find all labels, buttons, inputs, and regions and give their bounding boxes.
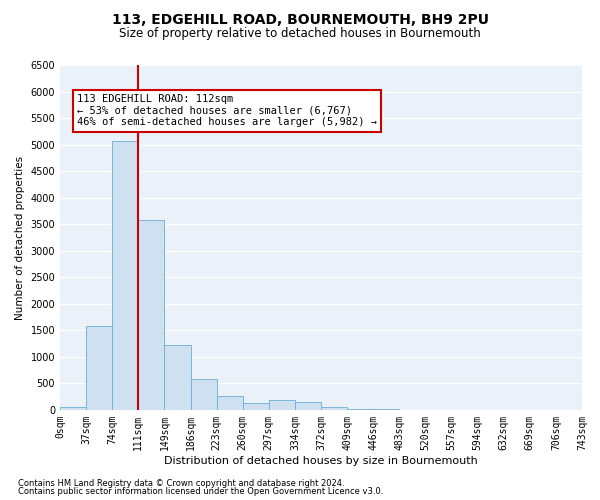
Text: 113, EDGEHILL ROAD, BOURNEMOUTH, BH9 2PU: 113, EDGEHILL ROAD, BOURNEMOUTH, BH9 2PU — [112, 12, 488, 26]
Text: Contains public sector information licensed under the Open Government Licence v3: Contains public sector information licen… — [18, 487, 383, 496]
Bar — [269, 400, 295, 410]
Bar — [164, 344, 191, 410]
Bar — [347, 408, 373, 410]
Bar — [295, 402, 321, 410]
Bar — [321, 408, 347, 410]
Bar — [86, 326, 112, 410]
Bar — [191, 378, 217, 410]
Bar — [60, 408, 86, 410]
Bar — [217, 396, 243, 410]
Bar — [242, 403, 269, 410]
X-axis label: Distribution of detached houses by size in Bournemouth: Distribution of detached houses by size … — [164, 456, 478, 466]
Bar — [139, 220, 164, 410]
Bar — [112, 142, 139, 410]
Text: 113 EDGEHILL ROAD: 112sqm
← 53% of detached houses are smaller (6,767)
46% of se: 113 EDGEHILL ROAD: 112sqm ← 53% of detac… — [77, 94, 377, 128]
Text: Contains HM Land Registry data © Crown copyright and database right 2024.: Contains HM Land Registry data © Crown c… — [18, 478, 344, 488]
Y-axis label: Number of detached properties: Number of detached properties — [15, 156, 25, 320]
Text: Size of property relative to detached houses in Bournemouth: Size of property relative to detached ho… — [119, 28, 481, 40]
